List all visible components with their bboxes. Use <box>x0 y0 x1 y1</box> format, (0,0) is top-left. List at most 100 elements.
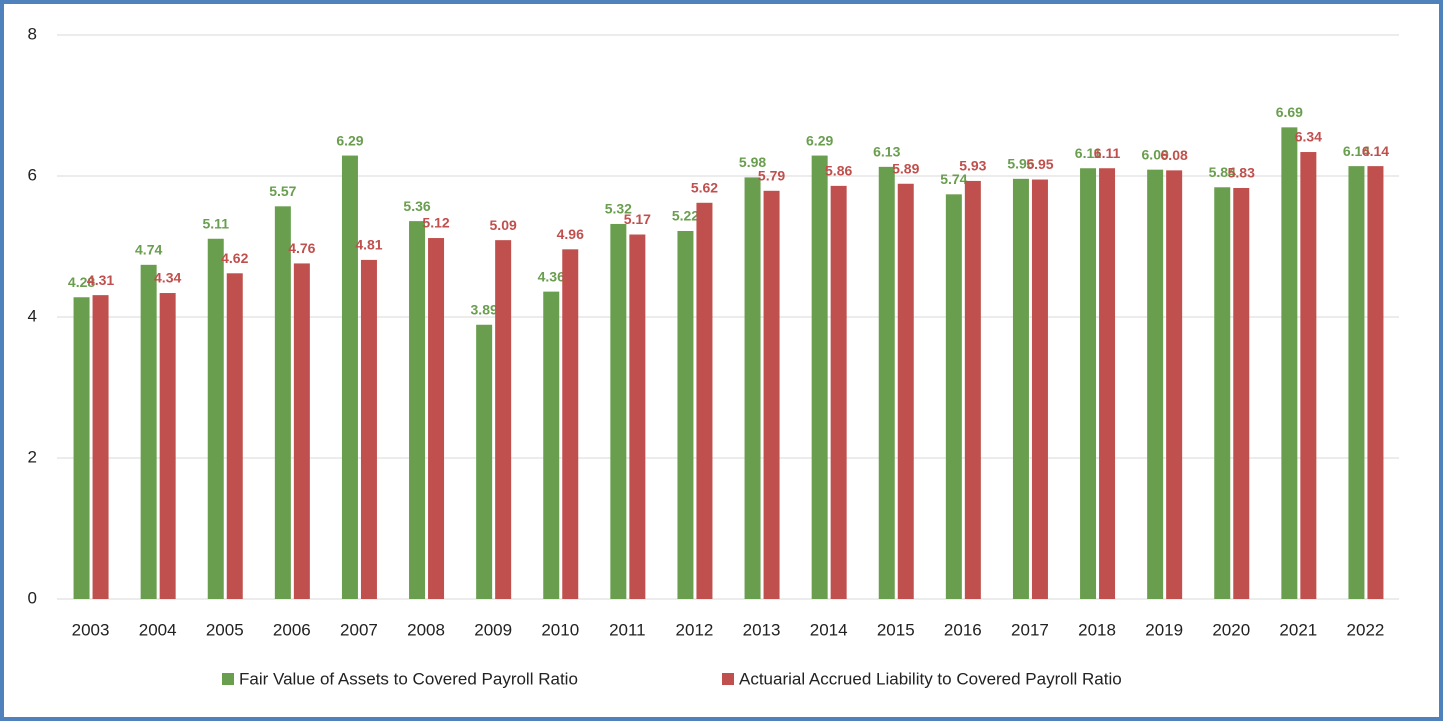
bar <box>1233 187 1250 600</box>
bar <box>1099 168 1116 599</box>
y-tick-label: 2 <box>28 447 37 466</box>
bar <box>964 180 981 599</box>
x-tick-label: 2014 <box>810 620 848 639</box>
x-tick-label: 2022 <box>1347 620 1385 639</box>
x-tick-label: 2011 <box>609 620 646 639</box>
legend-label: Actuarial Accrued Liability to Covered P… <box>739 669 1122 688</box>
bar <box>1214 187 1231 599</box>
y-tick-label: 6 <box>28 165 37 184</box>
data-label: 4.74 <box>135 242 162 258</box>
data-label: 4.34 <box>154 270 181 286</box>
x-tick-label: 2007 <box>340 620 378 639</box>
bar <box>1031 179 1048 599</box>
x-tick-label: 2012 <box>676 620 714 639</box>
bar <box>1300 152 1317 599</box>
bar <box>1348 166 1365 599</box>
data-label: 6.29 <box>336 132 363 148</box>
data-label: 6.14 <box>1362 143 1389 159</box>
data-label: 4.36 <box>538 268 565 284</box>
bar <box>677 230 694 600</box>
data-label: 5.93 <box>959 158 986 174</box>
data-label: 4.31 <box>87 272 114 288</box>
bar <box>1166 170 1183 600</box>
data-label: 5.09 <box>490 217 517 233</box>
bar <box>811 155 828 599</box>
data-label: 4.96 <box>557 226 584 242</box>
data-label: 4.76 <box>288 240 315 256</box>
data-label: 5.11 <box>203 215 230 231</box>
bar <box>1147 169 1164 599</box>
x-tick-label: 2003 <box>72 620 110 639</box>
data-label: 4.62 <box>221 250 248 266</box>
bar <box>476 324 493 599</box>
data-label: 6.11 <box>1094 145 1121 161</box>
data-label: 6.34 <box>1295 129 1322 145</box>
bar <box>744 177 761 599</box>
data-label: 6.09 <box>1142 146 1169 162</box>
data-label: 5.17 <box>624 211 651 227</box>
data-label: 5.57 <box>269 183 296 199</box>
x-tick-label: 2006 <box>273 620 311 639</box>
data-label: 4.81 <box>355 237 382 253</box>
data-label: 5.86 <box>825 163 852 179</box>
bar <box>1367 166 1384 599</box>
bar <box>360 259 377 599</box>
bar <box>1012 178 1029 599</box>
data-label: 5.95 <box>1026 156 1053 172</box>
bar <box>495 240 512 599</box>
x-tick-label: 2020 <box>1212 620 1250 639</box>
bar <box>207 238 224 599</box>
y-tick-label: 0 <box>28 588 37 607</box>
bar <box>696 202 713 600</box>
bar <box>945 194 962 599</box>
x-tick-label: 2010 <box>541 620 579 639</box>
x-tick-label: 2017 <box>1011 620 1049 639</box>
bar <box>543 291 560 599</box>
data-label: 5.12 <box>422 215 449 231</box>
data-label: 6.08 <box>1161 147 1188 163</box>
data-label: 6.13 <box>873 144 900 160</box>
bar <box>159 293 176 599</box>
bar <box>1281 127 1298 599</box>
data-label: 6.14 <box>1343 143 1370 159</box>
data-label: 5.84 <box>1209 164 1236 180</box>
legend-swatch <box>722 673 734 685</box>
bar <box>226 273 243 599</box>
data-label: 4.28 <box>68 274 95 290</box>
y-tick-label: 4 <box>28 306 37 325</box>
data-label: 5.79 <box>758 168 785 184</box>
bar <box>562 249 579 599</box>
bar <box>409 221 426 599</box>
data-label: 6.29 <box>806 132 833 148</box>
x-tick-label: 2018 <box>1078 620 1116 639</box>
x-tick-label: 2015 <box>877 620 915 639</box>
x-tick-label: 2008 <box>407 620 445 639</box>
data-label: 5.36 <box>403 198 430 214</box>
bar <box>610 223 627 599</box>
data-label: 5.22 <box>672 208 699 224</box>
data-label: 6.69 <box>1276 104 1303 120</box>
bar <box>878 166 895 599</box>
bar <box>629 234 646 599</box>
data-label: 5.96 <box>1007 156 1034 172</box>
bar <box>140 264 157 599</box>
bar <box>1080 168 1097 599</box>
x-tick-label: 2021 <box>1279 620 1317 639</box>
y-tick-label: 8 <box>28 24 37 43</box>
x-tick-label: 2009 <box>474 620 512 639</box>
legend-swatch <box>222 673 234 685</box>
data-label: 5.62 <box>691 179 718 195</box>
data-label: 5.98 <box>739 154 766 170</box>
x-tick-label: 2016 <box>944 620 982 639</box>
data-label: 3.89 <box>471 301 498 317</box>
data-label: 5.83 <box>1228 165 1255 181</box>
bar <box>92 295 109 599</box>
data-label: 5.74 <box>940 171 967 187</box>
data-label: 6.11 <box>1075 145 1102 161</box>
data-label: 5.32 <box>605 201 632 217</box>
bar <box>274 206 291 599</box>
bar <box>830 185 847 599</box>
bar <box>763 190 780 599</box>
bar <box>293 263 310 599</box>
